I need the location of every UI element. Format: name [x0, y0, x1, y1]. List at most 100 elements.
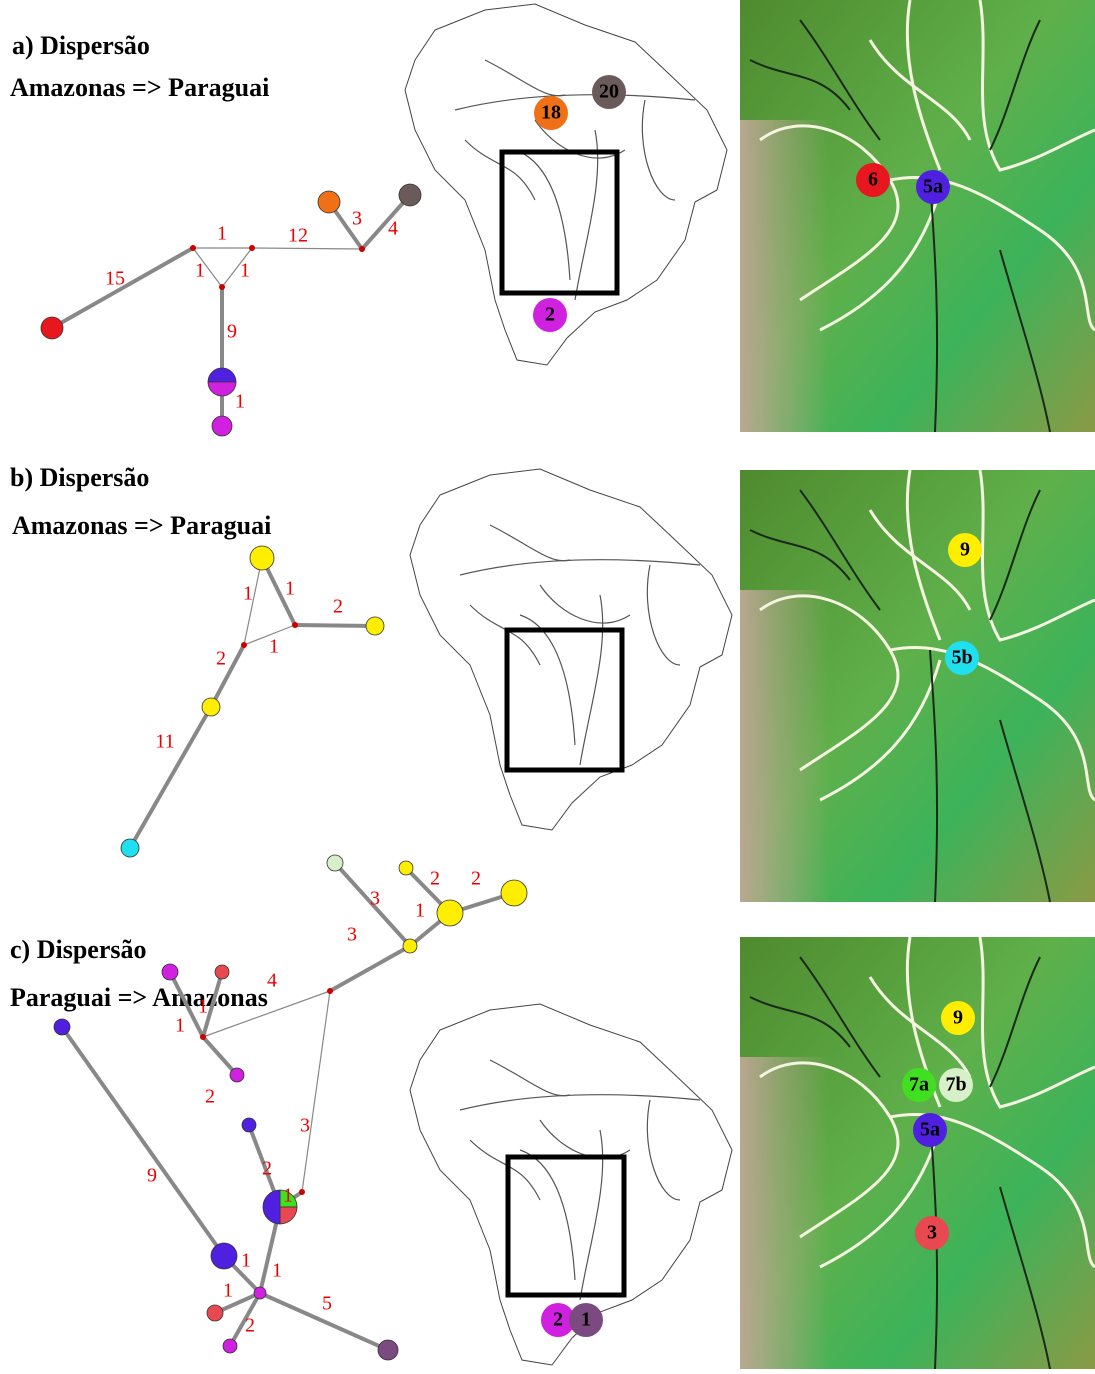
haplotype	[207, 1305, 223, 1321]
relief-marker-label: 5a	[920, 1119, 940, 1141]
mutation-count: 3	[352, 208, 362, 230]
haplotype	[378, 1340, 398, 1360]
median-vector	[292, 622, 298, 628]
haplotype	[366, 617, 384, 635]
mutation-count: 1	[269, 636, 279, 658]
relief-marker-label: 9	[953, 1007, 963, 1029]
network-edge	[330, 946, 410, 991]
mutation-count: 1	[241, 1250, 251, 1272]
haplotype	[318, 191, 340, 213]
haplotype	[242, 1118, 256, 1132]
map-marker-label: 18	[541, 102, 561, 124]
network-edge	[130, 707, 211, 848]
andes	[740, 120, 830, 432]
relief-marker-label: 7b	[945, 1074, 966, 1096]
mutation-count: 1	[272, 1260, 282, 1282]
pie-slice	[208, 382, 236, 396]
median-vector	[241, 642, 247, 648]
median-vector	[359, 246, 365, 252]
mutation-count: 9	[147, 1165, 157, 1187]
mutation-count: 9	[227, 321, 237, 343]
haplotype	[250, 546, 274, 570]
mutation-count: 3	[300, 1115, 310, 1137]
mutation-count: 11	[155, 731, 174, 753]
haplotype	[162, 964, 178, 980]
andes	[740, 590, 830, 902]
map-marker-label: 20	[599, 81, 619, 103]
pie-slice	[280, 1207, 297, 1224]
mutation-count: 2	[262, 1158, 272, 1180]
map-marker-label: 1	[581, 1309, 591, 1331]
mutation-count: 1	[415, 900, 425, 922]
mutation-count: 1	[285, 578, 295, 600]
median-vector	[327, 988, 333, 994]
mutation-count: 15	[105, 268, 125, 290]
haplotype	[54, 1019, 70, 1035]
mutation-count: 4	[388, 218, 398, 240]
mutation-count: 12	[288, 225, 308, 247]
pie-slice	[263, 1190, 280, 1224]
mutation-count: 1	[243, 583, 253, 605]
andes	[740, 1057, 830, 1369]
mutation-count: 1	[240, 260, 250, 282]
mutation-count: 2	[471, 868, 481, 890]
mutation-count: 1	[283, 1185, 293, 1207]
panel-title: b) Dispersão	[10, 463, 149, 492]
haplotype	[254, 1287, 266, 1299]
haplotype	[215, 965, 229, 979]
relief-map	[740, 937, 1095, 1369]
panel-route: Amazonas => Paraguai	[10, 73, 269, 102]
mutation-count: 1	[195, 260, 205, 282]
haplotype	[327, 855, 343, 871]
median-vector	[190, 245, 196, 251]
haplotype	[230, 1068, 244, 1082]
network-edge	[62, 1027, 224, 1256]
median-vector	[299, 1189, 305, 1195]
relief-map	[740, 470, 1095, 902]
haplotype	[41, 317, 63, 339]
haplotype	[437, 900, 463, 926]
relief-marker-label: 6	[868, 169, 878, 191]
panel-title: c) Dispersão	[10, 935, 146, 964]
haplotype	[212, 416, 232, 436]
relief-map	[740, 0, 1095, 432]
panel-route: Amazonas => Paraguai	[12, 511, 271, 540]
mutation-count: 5	[322, 1293, 332, 1315]
haplotype	[403, 939, 417, 953]
mutation-count: 2	[205, 1086, 215, 1108]
mutation-count: 2	[216, 648, 226, 670]
mutation-count: 2	[245, 1315, 255, 1337]
relief-marker-label: 3	[927, 1222, 937, 1244]
mutation-count: 3	[347, 924, 357, 946]
mutation-count: 1	[235, 391, 245, 413]
pie-slice	[208, 368, 236, 382]
network-edge	[295, 625, 375, 626]
mutation-count: 2	[333, 596, 343, 618]
relief-marker-label: 5a	[923, 176, 943, 198]
median-vector	[249, 245, 255, 251]
south-america-map	[410, 469, 732, 830]
network-edge	[252, 248, 362, 249]
relief-marker-label: 7a	[909, 1074, 929, 1096]
network-edge	[203, 1037, 237, 1075]
panel-route: Paraguai => Amazonas	[10, 983, 268, 1012]
haplotype	[399, 184, 421, 206]
panel-title: a) Dispersão	[12, 31, 150, 60]
haplotype	[501, 880, 527, 906]
median-vector	[200, 1034, 206, 1040]
median-vector	[219, 284, 225, 290]
network-edge	[302, 991, 330, 1192]
map-marker-label: 2	[545, 304, 555, 326]
haplotype	[211, 1243, 237, 1269]
mutation-count: 2	[430, 868, 440, 890]
map-marker-label: 2	[553, 1309, 563, 1331]
relief-marker-label: 5b	[951, 647, 972, 669]
figure: a) DispersãoAmazonas => Paraguai15111123…	[0, 0, 1095, 1369]
mutation-count: 4	[267, 970, 277, 992]
haplotype	[399, 861, 413, 875]
mutation-count: 1	[198, 996, 208, 1018]
mutation-count: 3	[370, 888, 380, 910]
mutation-count: 1	[217, 223, 227, 245]
